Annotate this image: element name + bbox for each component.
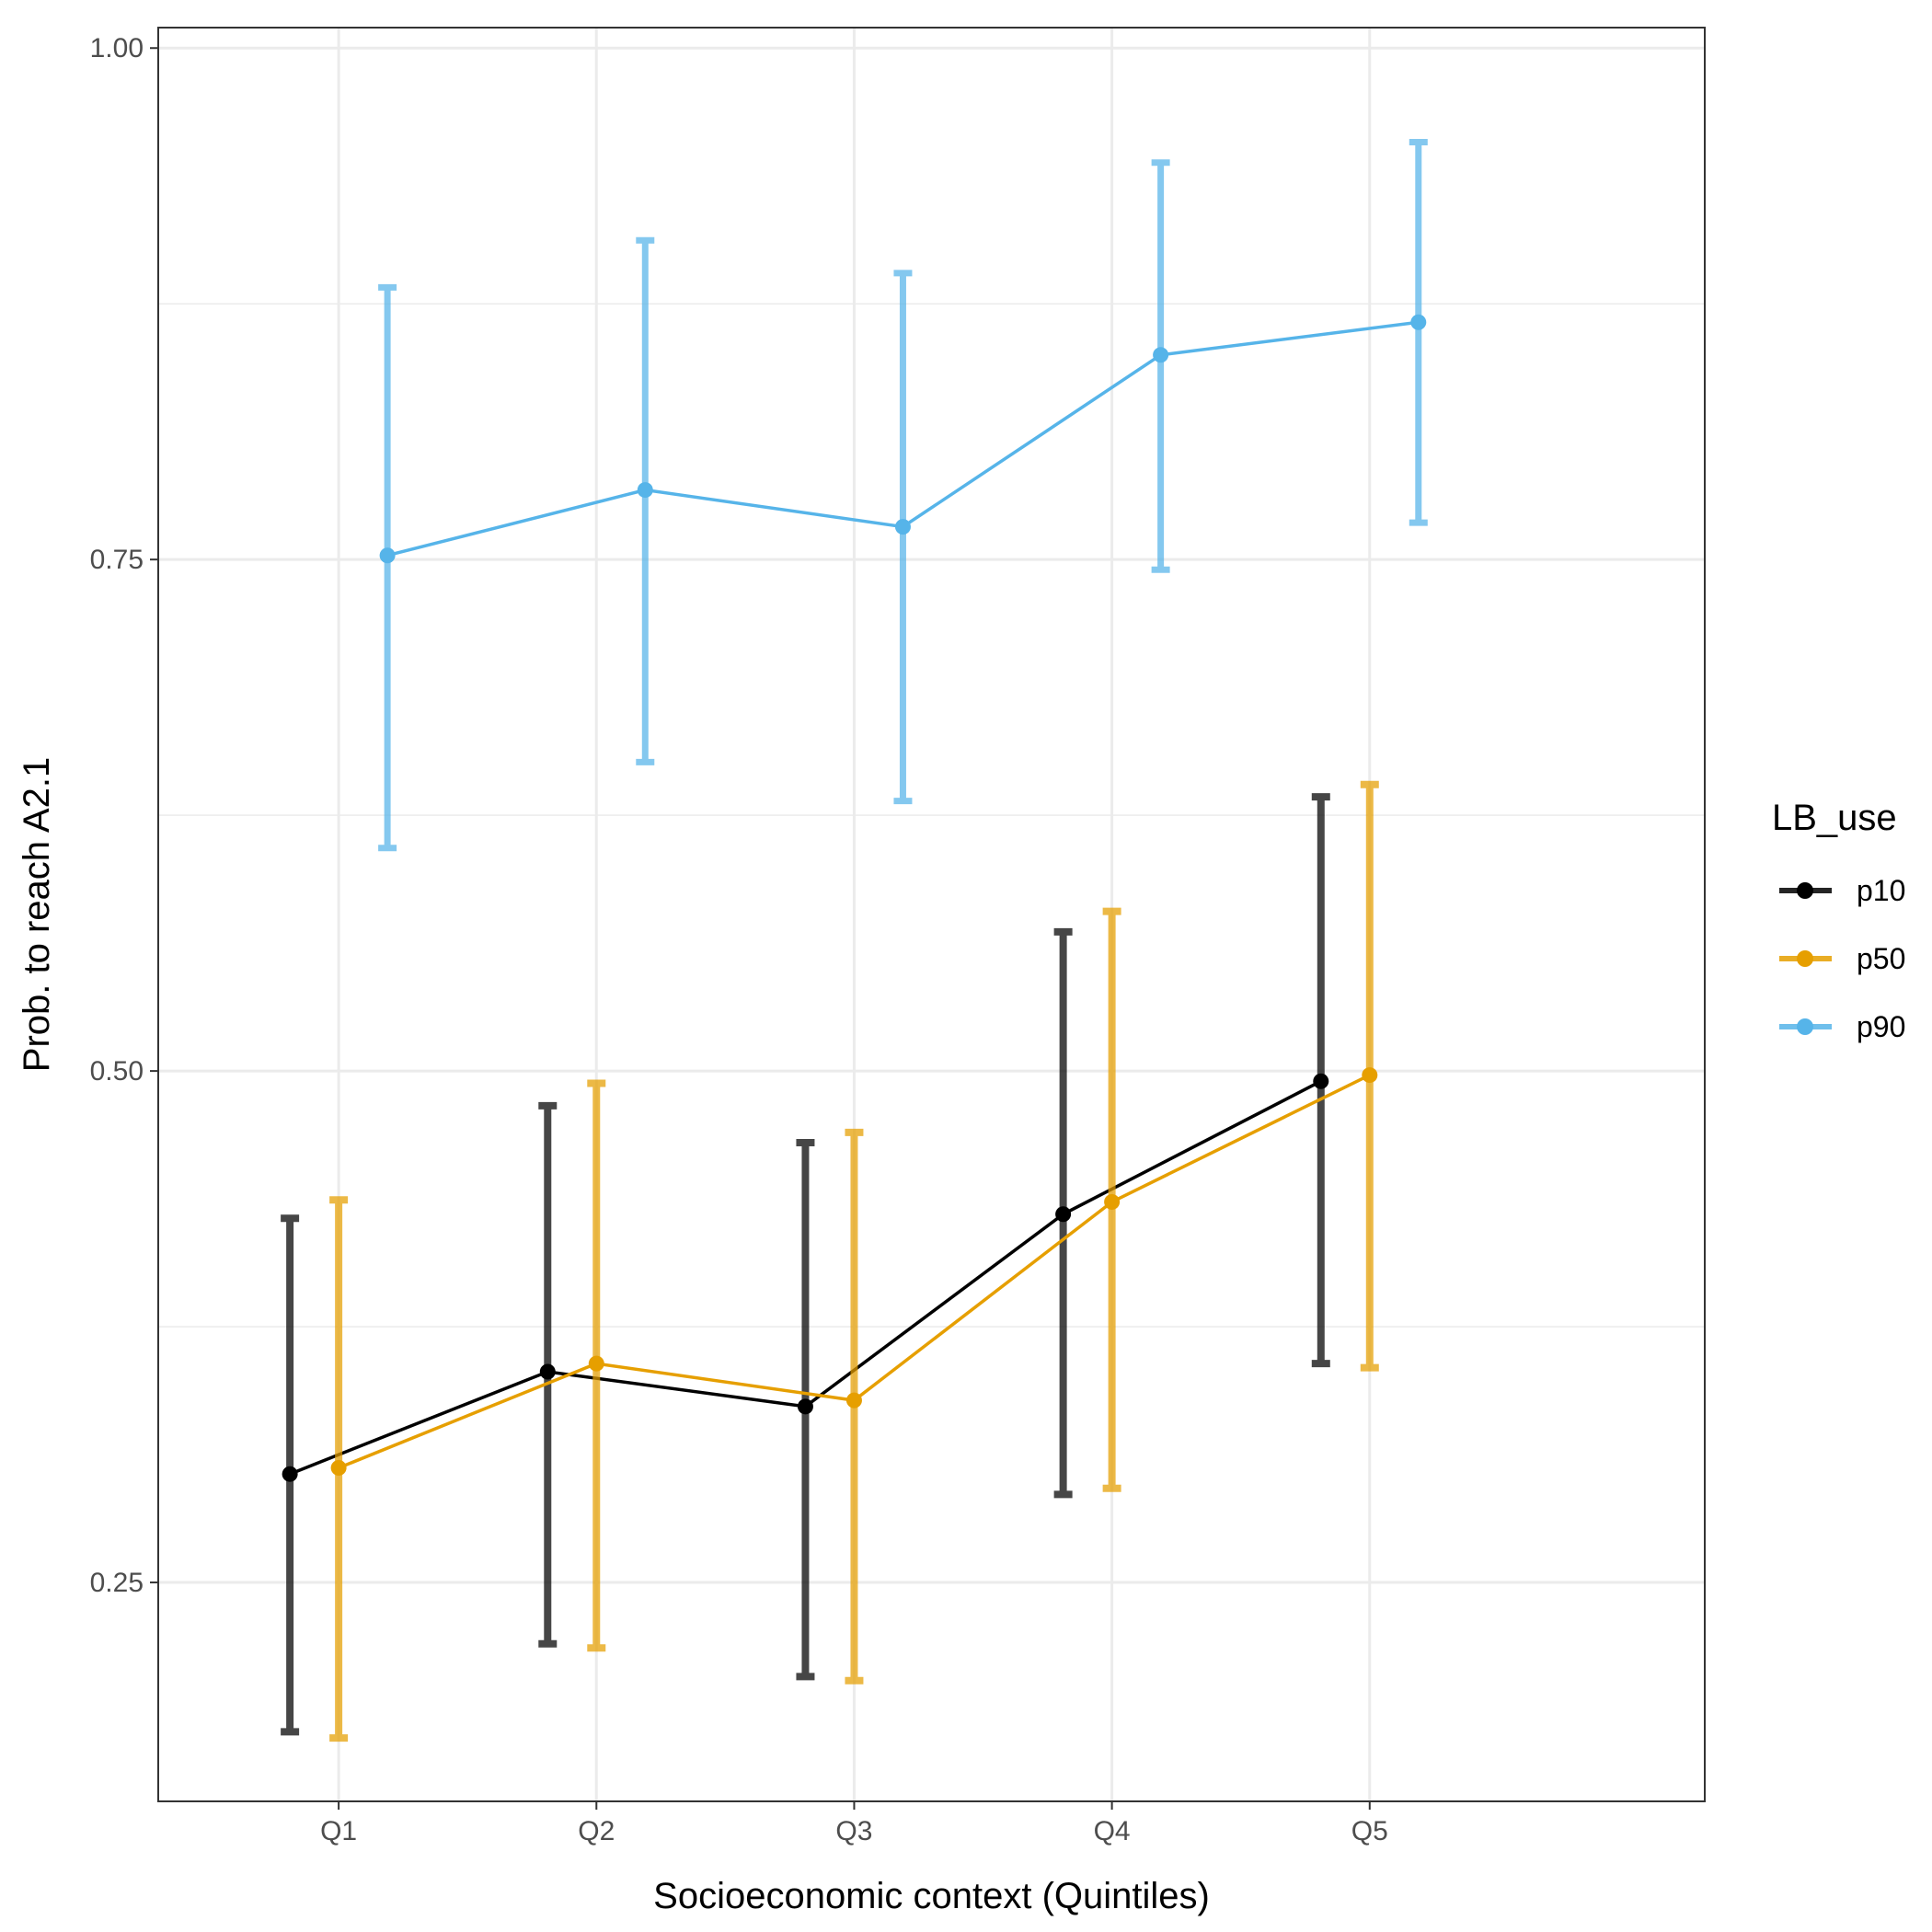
x-tick-label: Q3 <box>835 1816 872 1846</box>
y-tick-label: 1.00 <box>90 33 144 63</box>
x-axis-title: Socioeconomic context (Quintiles) <box>653 1876 1210 1916</box>
x-tick-label: Q5 <box>1351 1816 1388 1846</box>
y-tick-label: 0.75 <box>90 545 144 575</box>
point-p10 <box>1313 1073 1329 1089</box>
x-tick-label: Q2 <box>578 1816 615 1846</box>
y-axis-title: Prob. to reach A2.1 <box>17 757 57 1072</box>
legend-key-point <box>1797 882 1813 899</box>
x-tick-label: Q1 <box>320 1816 357 1846</box>
point-p90 <box>1410 314 1427 330</box>
errorbar-p90 <box>1151 159 1170 573</box>
point-p50 <box>588 1355 604 1372</box>
legend-key-point <box>1797 1018 1813 1035</box>
point-p90 <box>637 482 653 499</box>
point-p10 <box>797 1398 813 1415</box>
point-p10 <box>539 1363 556 1380</box>
legend-item-p10: p10 <box>1779 874 1905 907</box>
y-tick-label: 0.25 <box>90 1568 144 1598</box>
point-p90 <box>1153 347 1169 363</box>
y-tick-label: 0.50 <box>90 1056 144 1087</box>
errorbar-p90 <box>636 236 655 765</box>
point-p50 <box>1362 1067 1378 1084</box>
point-p10 <box>1055 1206 1072 1223</box>
point-p90 <box>894 519 911 535</box>
legend-label: p50 <box>1857 942 1905 975</box>
point-p90 <box>379 547 396 564</box>
series-p90 <box>378 139 1428 852</box>
legend-title: LB_use <box>1772 798 1897 838</box>
errorbar-p90 <box>893 270 913 805</box>
legend-label: p10 <box>1857 874 1905 907</box>
errorbar-p90 <box>1409 139 1428 526</box>
legend: LB_use p10 p50 p90 <box>1772 798 1905 1043</box>
legend-label: p90 <box>1857 1010 1905 1043</box>
point-p10 <box>282 1466 298 1482</box>
point-p50 <box>1104 1193 1121 1210</box>
legend-item-p90: p90 <box>1779 1010 1905 1043</box>
series-layer <box>281 139 1428 1742</box>
point-p50 <box>330 1460 347 1477</box>
legend-item-p50: p50 <box>1779 942 1905 975</box>
legend-key-point <box>1797 950 1813 967</box>
series-p10 <box>281 793 1330 1736</box>
series-p50 <box>329 780 1379 1742</box>
axis-layer: 0.25 0.50 0.75 1.00 Q1 Q2 Q3 Q4 Q5 <box>90 33 1388 1846</box>
point-p50 <box>845 1392 862 1409</box>
errorbar-p90 <box>378 283 397 852</box>
x-tick-label: Q4 <box>1094 1816 1131 1846</box>
panel-border <box>157 27 1706 1802</box>
